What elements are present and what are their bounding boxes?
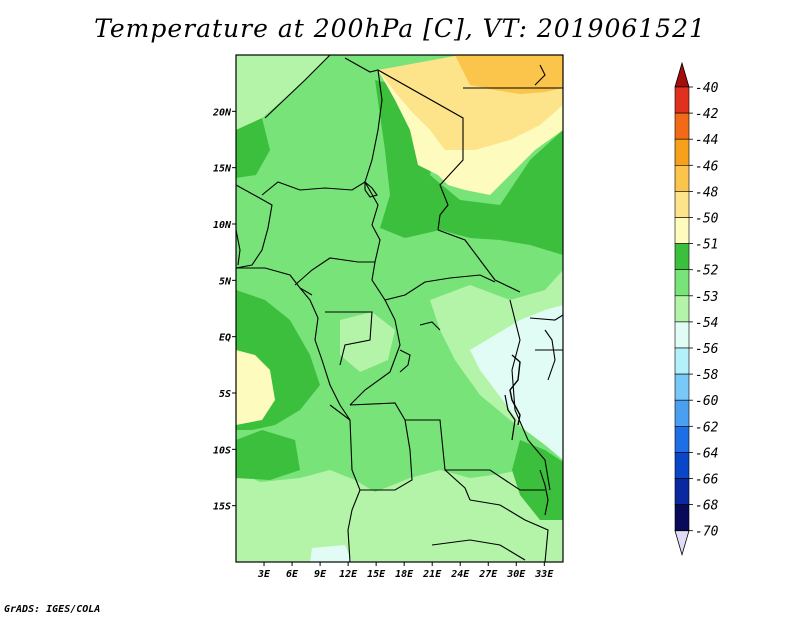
colorbar-swatch <box>674 217 690 244</box>
border-line <box>236 267 313 296</box>
borders <box>236 55 563 562</box>
border-line <box>325 311 373 366</box>
colorbar-label: -62 <box>695 420 719 435</box>
lon-tick-label: 27E <box>478 569 498 580</box>
colorbar-label: -40 <box>695 81 719 96</box>
longitude-axis: 3E 6E 9E 12E 15E 18E 21E 24E 27E 30E 33E <box>257 562 554 580</box>
coastline <box>236 229 241 266</box>
colorbar-label: -54 <box>695 316 718 331</box>
lat-tick-label: EQ <box>219 333 231 344</box>
colorbar-swatch <box>674 478 690 505</box>
colorbar-label: -68 <box>695 499 719 514</box>
border-line <box>236 184 273 269</box>
field-yellow-west <box>236 350 275 425</box>
colorbar-swatch <box>674 399 690 427</box>
border-line <box>371 261 496 301</box>
field-light-center <box>340 312 395 372</box>
lon-tick-label: 3E <box>257 569 271 580</box>
coastline-east <box>544 329 556 381</box>
lat-tick-label: 20N <box>212 107 232 118</box>
colorbar-label: -46 <box>695 159 719 174</box>
colorbar-swatch <box>674 269 690 297</box>
colorbar-bottom-arrow <box>674 530 690 557</box>
colorbar-label: -51 <box>695 238 718 253</box>
lat-tick-label: 10S <box>213 445 231 456</box>
coastline <box>299 287 351 421</box>
colorbar-label: -56 <box>695 342 719 357</box>
grads-credit: GrADS: IGES/COLA <box>4 604 101 615</box>
border-line <box>445 469 545 491</box>
lon-tick-label: 6E <box>286 569 299 580</box>
border-line <box>344 57 464 231</box>
colorbar-label: -64 <box>695 446 718 461</box>
river-line <box>419 321 441 331</box>
field-dark-southwest <box>236 430 300 480</box>
border-line <box>360 419 413 491</box>
lon-tick-label: 18E <box>395 569 414 580</box>
colorbar-swatch <box>674 165 690 192</box>
border-line <box>349 402 471 501</box>
colorbar-label: -44 <box>695 133 718 148</box>
colorbar-label: -58 <box>695 368 719 383</box>
colorbar-top-arrow <box>674 61 690 88</box>
lake-chad <box>364 180 378 198</box>
colorbar-label: -50 <box>695 212 719 227</box>
colorbar-label: -53 <box>695 290 718 305</box>
colorbar-label: -60 <box>695 394 719 409</box>
colorbar-label: -70 <box>695 525 719 540</box>
lake-victoria <box>509 354 521 426</box>
colorbar-swatch <box>674 191 690 218</box>
border-line <box>349 299 401 406</box>
temperature-field <box>236 55 563 562</box>
chart-title: Temperature at 200hPa [C], VT: 201906152… <box>94 14 706 43</box>
colorbar-label: -52 <box>695 264 719 279</box>
lat-tick-label: 5N <box>219 276 232 287</box>
lon-tick-label: 30E <box>506 569 526 580</box>
colorbar-swatch <box>674 86 690 114</box>
field-light-north <box>236 55 330 135</box>
border-line <box>509 299 551 491</box>
field-cyan-south <box>310 545 352 562</box>
colorbar-swatch <box>674 452 690 479</box>
lake-tanganyika <box>504 394 516 441</box>
colorbar-swatch <box>674 138 690 166</box>
colorbar-swatch <box>674 347 690 375</box>
lon-tick-label: 33E <box>534 569 554 580</box>
border-line <box>437 229 521 293</box>
colorbar-swatch <box>674 425 690 453</box>
border-line <box>469 499 549 562</box>
field-dark-north <box>236 118 270 178</box>
colorbar-swatch <box>674 295 690 323</box>
border-line <box>529 314 563 321</box>
colorbar-swatch <box>674 504 690 532</box>
colorbar-swatch <box>674 243 690 271</box>
border-line <box>261 69 383 196</box>
border-line <box>431 539 526 561</box>
colorbar-swatch <box>674 112 690 140</box>
coastline-sahara <box>534 64 546 86</box>
lon-tick-label: 21E <box>422 569 442 580</box>
lat-tick-label: 10N <box>213 220 232 231</box>
colorbar-label: -48 <box>695 185 719 200</box>
lat-tick-label: 5S <box>219 389 231 400</box>
map-frame <box>235 54 564 563</box>
lat-tick-label: 15N <box>213 164 232 175</box>
field-dark-east <box>512 440 563 520</box>
lon-tick-label: 9E <box>314 569 327 580</box>
river-congo <box>399 349 411 373</box>
lake-malawi <box>539 469 549 516</box>
lon-tick-label: 15E <box>367 569 386 580</box>
colorbar-label: -66 <box>695 473 719 488</box>
lon-tick-label: 24E <box>450 569 470 580</box>
colorbar-swatch <box>674 373 690 401</box>
border-line <box>264 55 331 119</box>
colorbar-label: -42 <box>695 107 719 122</box>
latitude-axis: 20N 15N 10N 5N EQ 5S 10S 15S <box>212 107 236 513</box>
lat-tick-label: 15S <box>213 502 231 513</box>
colorbar-swatch <box>674 321 690 349</box>
colorbar: -40 -42 -44 -46 -48 -50 -51 -52 -53 -54 -56 -58 -60 -… <box>674 61 719 557</box>
lon-tick-label: 12E <box>339 569 358 580</box>
